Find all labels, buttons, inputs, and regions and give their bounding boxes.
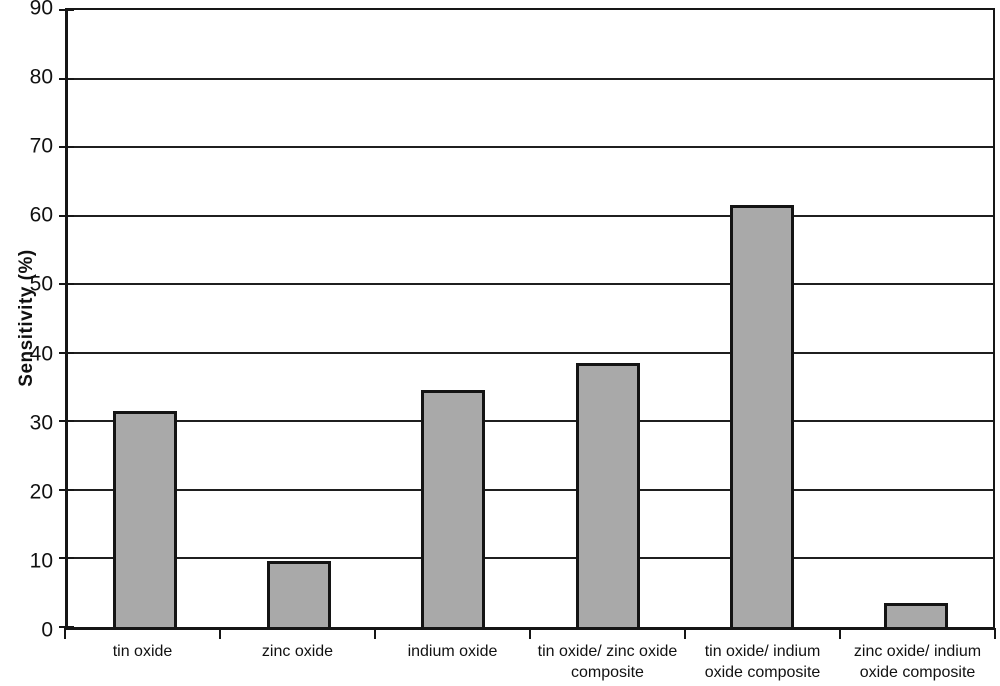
bar-2 — [421, 390, 486, 627]
y-tick-label-40: 40 — [29, 342, 53, 366]
y-tick-label-30: 30 — [29, 411, 53, 435]
y-tick-mark-10 — [59, 557, 74, 560]
x-axis-labels: tin oxide zinc oxide indium oxide tin oxide… — [65, 642, 995, 684]
x-tick-mark-4 — [683, 628, 686, 639]
y-tick-mark-60 — [59, 214, 74, 217]
x-tick-label-1: zinc oxide — [261, 643, 334, 660]
x-tick-label-4: tin oxide/ indium oxide composite — [704, 643, 821, 681]
x-tick-mark-6 — [994, 628, 996, 639]
bar-4 — [729, 205, 794, 627]
x-tick-mark-5 — [839, 628, 841, 639]
gridline-60 — [68, 214, 993, 217]
y-tick-mark-80 — [59, 77, 74, 80]
gridline-30 — [68, 420, 993, 423]
gridline-70 — [68, 146, 993, 149]
y-axis-tick-labels: 0 10 20 30 40 50 60 70 80 90 — [0, 0, 53, 641]
x-tick-mark-3 — [529, 628, 531, 639]
y-tick-mark-30 — [59, 420, 74, 423]
x-axis-tick-marks — [64, 628, 996, 639]
plot-area — [59, 8, 995, 630]
x-tick-mark-1 — [218, 628, 221, 639]
gridline-80 — [68, 77, 993, 80]
y-tick-label-70: 70 — [29, 134, 53, 158]
y-tick-label-10: 10 — [29, 549, 53, 573]
x-tick-label-5: zinc oxide/ indium oxide composite — [853, 643, 982, 681]
gridline-40 — [68, 351, 993, 354]
x-tick-label-2: indium oxide — [407, 643, 498, 660]
y-tick-label-0: 0 — [41, 618, 53, 642]
gridline-50 — [68, 283, 993, 286]
x-tick-mark-2 — [373, 628, 376, 639]
y-tick-mark-90 — [59, 9, 74, 11]
gridline-20 — [68, 488, 993, 491]
y-tick-label-90: 90 — [29, 0, 53, 20]
x-tick-label-3: tin oxide/ zinc oxide composite — [537, 643, 678, 681]
x-tick-label-0: tin oxide — [112, 643, 173, 660]
y-tick-label-60: 60 — [29, 203, 53, 227]
y-tick-label-20: 20 — [29, 480, 53, 504]
y-tick-label-50: 50 — [29, 272, 53, 296]
y-tick-mark-20 — [59, 488, 74, 491]
y-tick-mark-70 — [59, 146, 74, 149]
bar-5 — [883, 603, 948, 627]
bar-3 — [575, 363, 640, 627]
y-tick-label-80: 80 — [29, 65, 53, 89]
x-tick-mark-0 — [64, 628, 66, 639]
y-tick-mark-50 — [59, 283, 74, 286]
gridline-10 — [68, 557, 993, 560]
y-tick-mark-40 — [59, 351, 74, 354]
y-tick-mark-0 — [59, 626, 74, 628]
bar-1 — [267, 560, 332, 627]
bar-0 — [113, 411, 178, 627]
